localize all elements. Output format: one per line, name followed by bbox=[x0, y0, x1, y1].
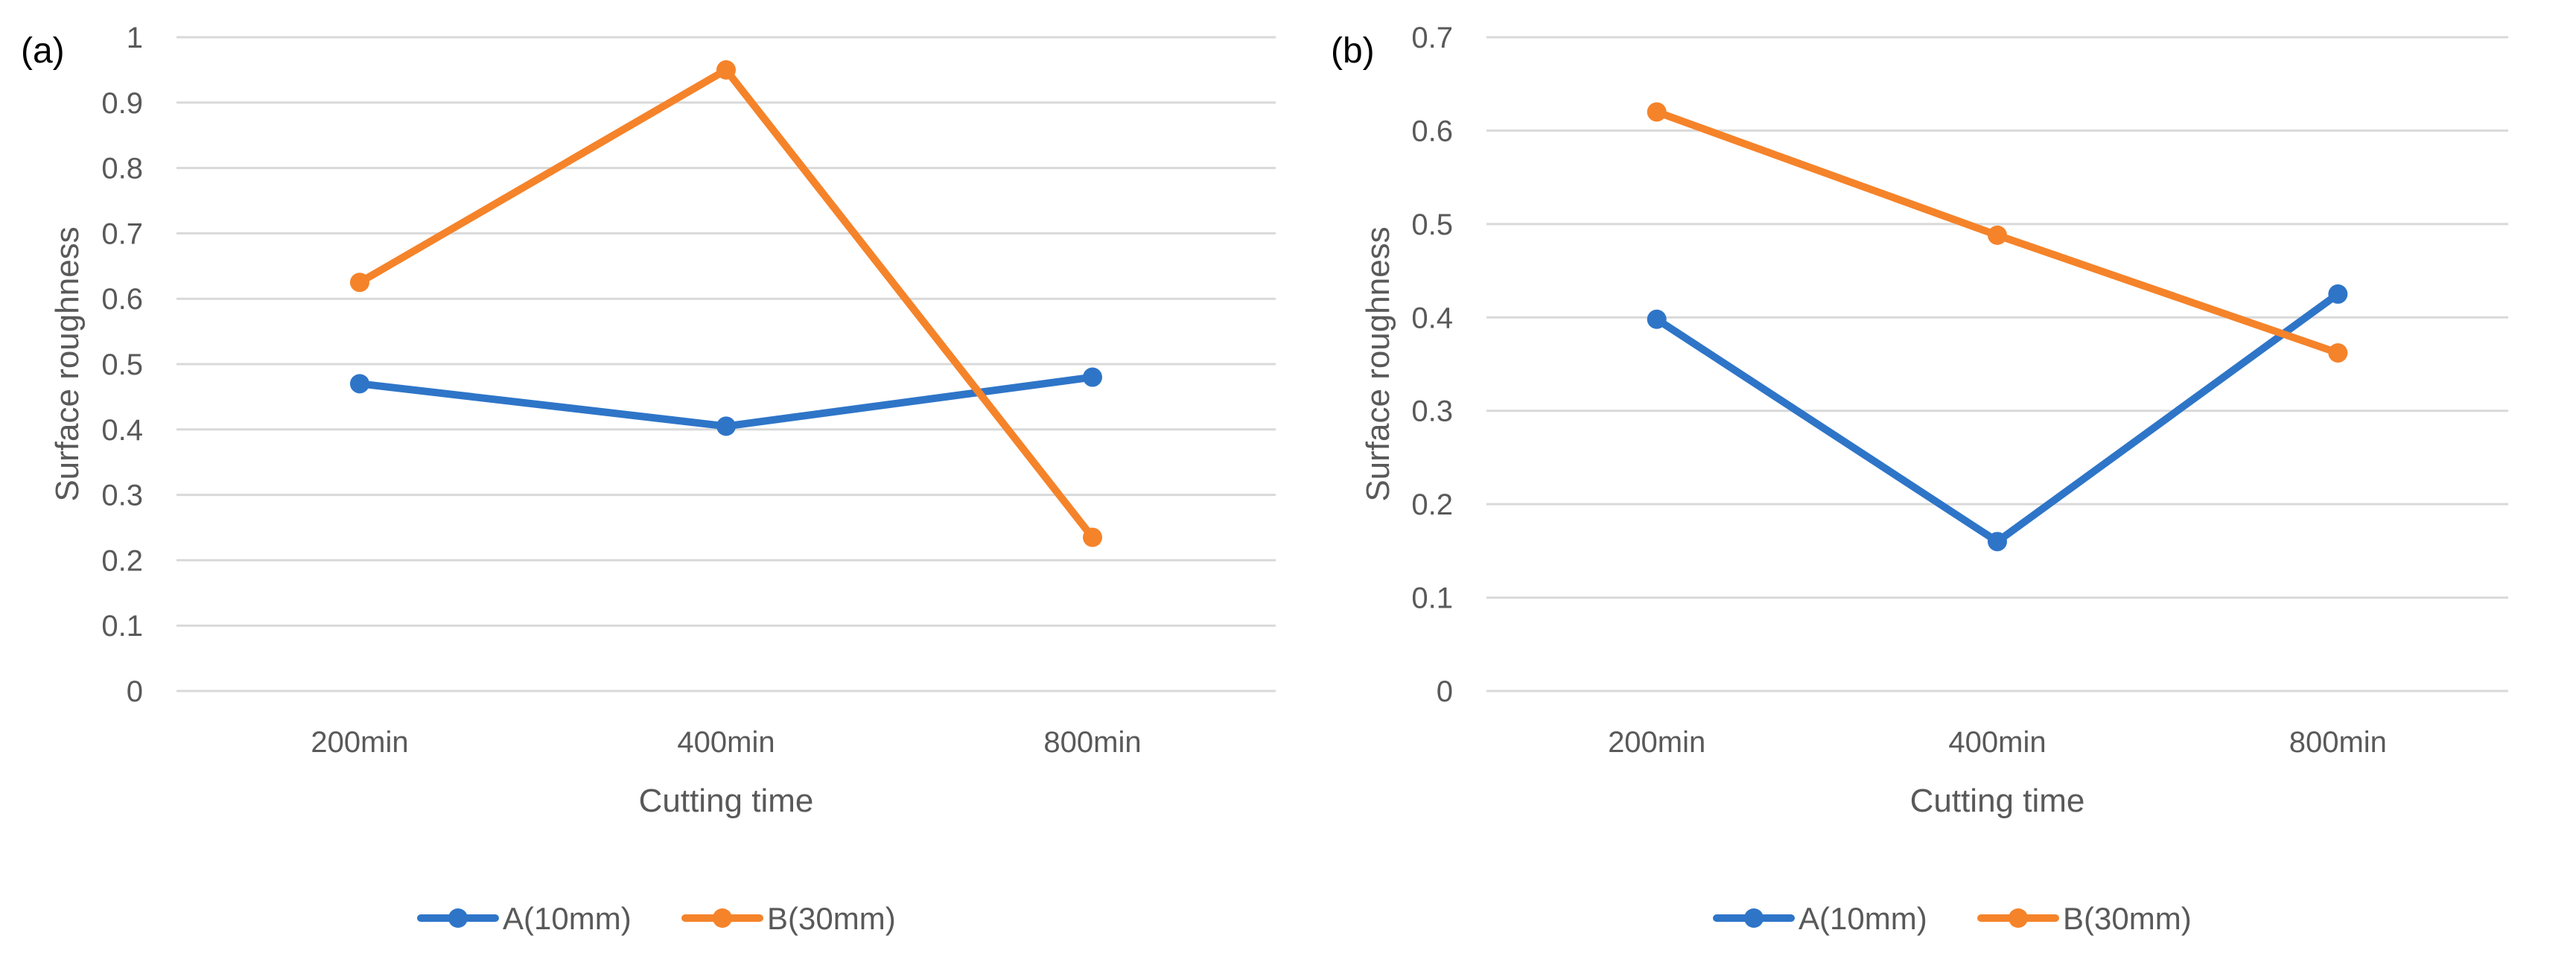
data-point bbox=[716, 60, 736, 80]
y-tick-label: 0.1 bbox=[1411, 582, 1453, 615]
x-axis-title: Cutting time bbox=[1910, 783, 2085, 819]
data-point bbox=[1083, 367, 1102, 387]
x-tick-label: 400min bbox=[677, 726, 775, 759]
data-point bbox=[1647, 309, 1667, 329]
y-tick-label: 0.5 bbox=[1411, 208, 1453, 241]
x-tick-label: 400min bbox=[1948, 726, 2046, 759]
series-line-b-30mm bbox=[356, 66, 1096, 541]
data-point bbox=[1988, 532, 2007, 552]
y-tick-label: 0.7 bbox=[1411, 22, 1453, 54]
legend-marker bbox=[713, 908, 732, 928]
y-tick-label: 0.9 bbox=[101, 87, 143, 120]
legend-marker bbox=[448, 908, 468, 928]
data-point bbox=[1647, 102, 1667, 122]
data-point bbox=[1083, 527, 1102, 547]
y-tick-label: 0.4 bbox=[101, 414, 143, 447]
x-tick-label: 800min bbox=[2289, 726, 2387, 759]
x-tick-label: 200min bbox=[311, 726, 408, 759]
y-tick-label: 0.2 bbox=[1411, 488, 1453, 521]
y-tick-label: 0.7 bbox=[101, 217, 143, 250]
legend-marker bbox=[1744, 908, 1764, 928]
data-point bbox=[2328, 343, 2348, 363]
y-tick-label: 0.5 bbox=[101, 348, 143, 381]
legend-label: A(10mm) bbox=[503, 901, 632, 936]
chart-panel-b: (b) 0 0.1 0.2 0.3 0.4 0.5 0.6 0.7 200min 400min 800… bbox=[1331, 22, 2508, 936]
data-point bbox=[1988, 225, 2007, 245]
legend-label: A(10mm) bbox=[1799, 901, 1927, 936]
data-point bbox=[2328, 284, 2348, 304]
y-tick-label: 0.4 bbox=[1411, 302, 1453, 334]
data-point bbox=[350, 273, 369, 293]
panel-label: (a) bbox=[21, 31, 65, 71]
y-tick-label: 1 bbox=[127, 22, 143, 54]
y-tick-label: 0.3 bbox=[101, 480, 143, 512]
y-tick-label: 0.3 bbox=[1411, 395, 1453, 428]
legend-label: B(30mm) bbox=[767, 901, 896, 936]
y-tick-label: 0.2 bbox=[101, 544, 143, 577]
panel-label: (b) bbox=[1331, 31, 1375, 71]
x-tick-label: 200min bbox=[1608, 726, 1705, 759]
legend-marker bbox=[2009, 908, 2028, 928]
data-point bbox=[716, 416, 736, 436]
x-axis-title: Cutting time bbox=[639, 783, 814, 819]
y-tick-label: 0.8 bbox=[101, 153, 143, 185]
x-tick-label: 800min bbox=[1043, 726, 1141, 759]
data-point bbox=[350, 374, 369, 394]
y-tick-label: 0.6 bbox=[1411, 115, 1453, 147]
chart-panel-a: (a) 0 0.1 0.2 0.3 0.4 0.5 0.6 0.7 0.8 0.9 1 200min 40… bbox=[21, 22, 1276, 936]
y-tick-label: 0 bbox=[1437, 675, 1453, 708]
legend-label: B(30mm) bbox=[2063, 901, 2192, 936]
y-axis-title: Surface roughness bbox=[49, 226, 86, 501]
y-tick-label: 0 bbox=[127, 675, 143, 708]
y-tick-label: 0.6 bbox=[101, 283, 143, 316]
y-tick-label: 0.1 bbox=[101, 610, 143, 643]
y-axis-title: Surface roughness bbox=[1360, 226, 1396, 501]
